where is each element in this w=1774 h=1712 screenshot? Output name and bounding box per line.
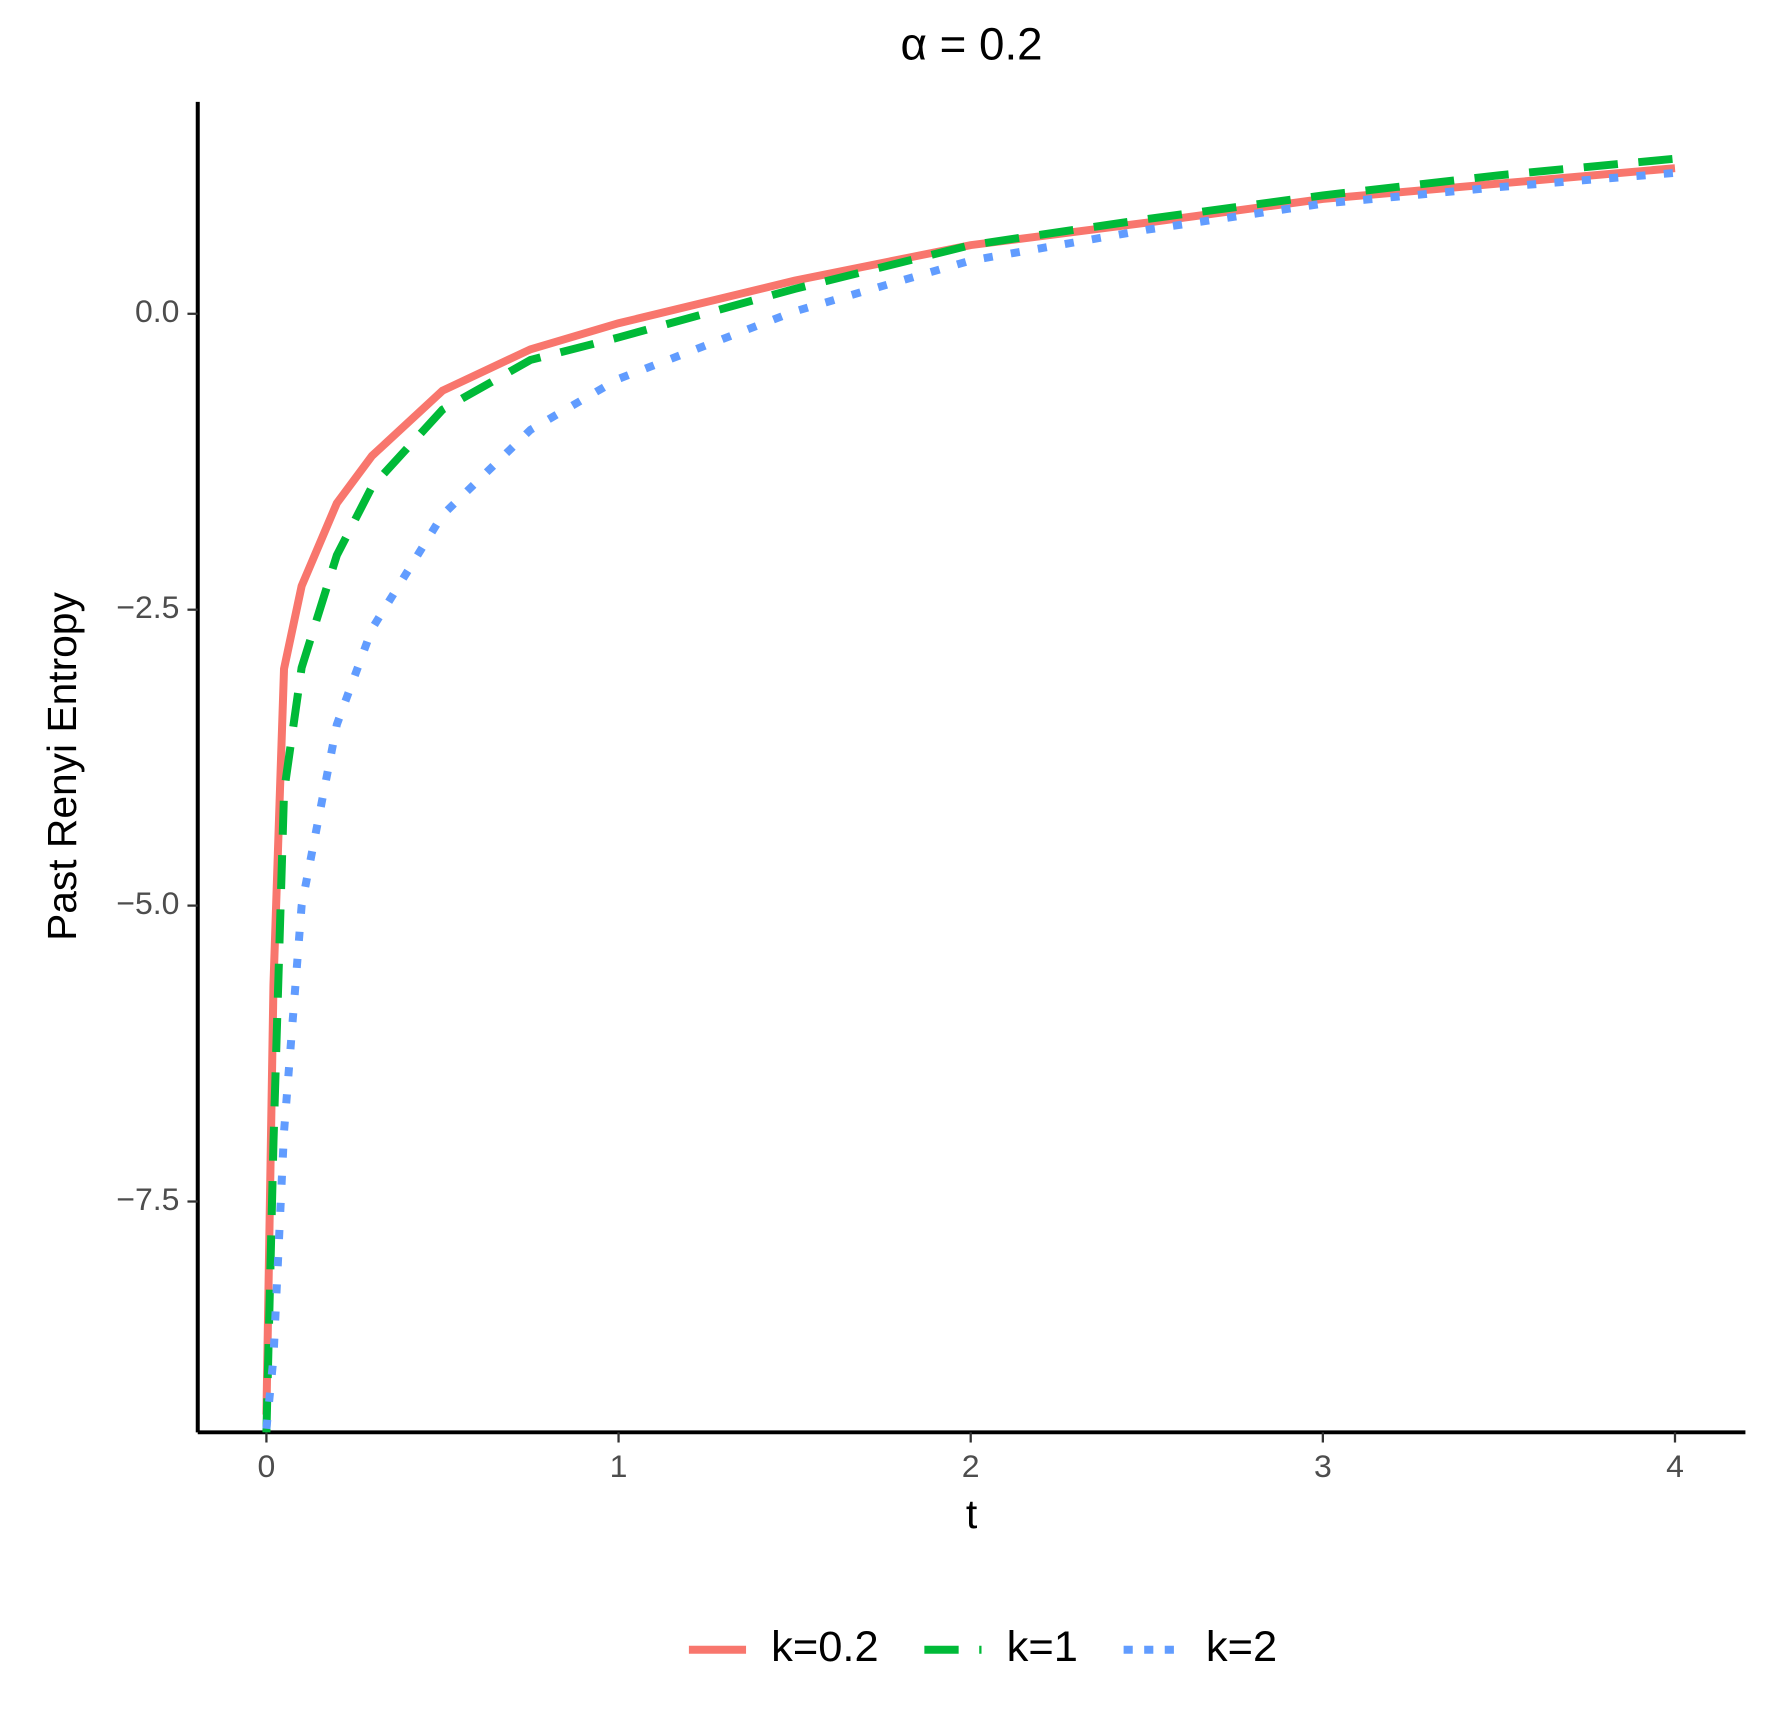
series-line — [262, 154, 1676, 1433]
y-axis-title: Past Renyi Entropy — [39, 592, 85, 941]
y-tick-label: −2.5 — [116, 589, 179, 625]
chart-title: α = 0.2 — [901, 19, 1043, 70]
y-tick-label: 0.0 — [135, 293, 179, 329]
legend-label: k=1 — [1007, 1623, 1078, 1671]
x-axis-title: t — [966, 1491, 978, 1537]
x-tick-label: 3 — [1314, 1448, 1332, 1484]
y-tick-label: −5.0 — [116, 885, 179, 921]
legend-label: k=0.2 — [771, 1623, 878, 1671]
series-line — [262, 168, 1676, 1430]
x-tick-label: 4 — [1666, 1448, 1684, 1484]
series-line — [262, 164, 1676, 1415]
legend-label: k=2 — [1206, 1623, 1277, 1671]
y-tick-label: −7.5 — [116, 1181, 179, 1217]
x-tick-label: 1 — [610, 1448, 628, 1484]
x-tick-label: 0 — [258, 1448, 276, 1484]
x-tick-label: 2 — [962, 1448, 980, 1484]
